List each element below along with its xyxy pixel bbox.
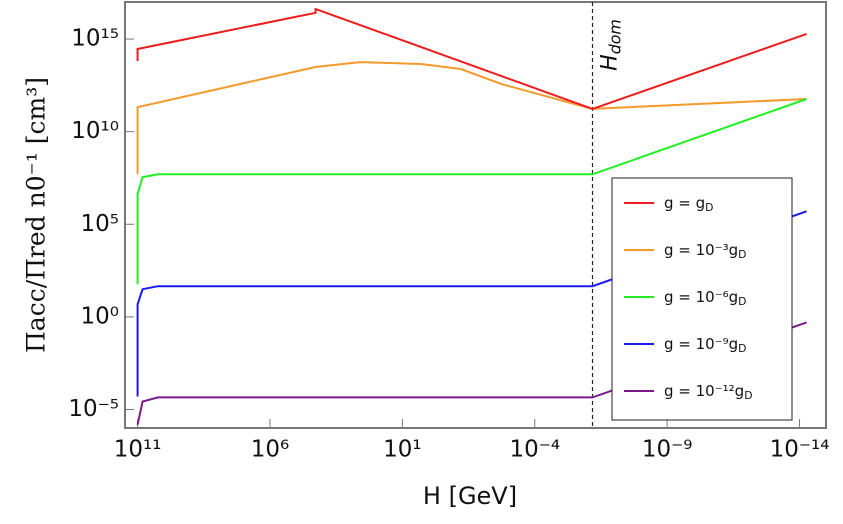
x-tick-label: 10¹ [383,437,422,463]
x-tick-label: 10¹¹ [114,437,162,463]
series-line [136,7,807,110]
series-line [136,61,807,175]
series-line [136,98,807,285]
x-axis-label: H [GeV] [423,482,517,510]
y-tick-label: 10⁰ [81,303,120,329]
legend-label: g = 10⁻³gD [664,241,747,262]
x-tick-label: 10⁻⁹ [642,437,693,463]
y-tick-label: 10¹⁵ [71,26,119,52]
y-axis-label: Πacc/Πred n0⁻¹ [cm³] [22,77,51,353]
y-tick-label: 10⁵ [81,211,120,237]
plot-frame [124,1,827,429]
legend-box [611,177,793,421]
annotation: Hdom [597,19,624,71]
x-tick-label: 10⁻⁴ [509,437,560,463]
legend-label: g = gD [664,194,713,215]
legend-label: g = 10⁻⁹gD [664,335,747,356]
x-tick-label: 10⁻¹⁴ [770,437,830,463]
legend-label: g = 10⁻¹²gD [664,382,753,403]
y-tick-label: 10¹⁰ [71,118,119,144]
legend-label: g = 10⁻⁶gD [664,288,747,309]
x-tick-label: 10⁶ [251,437,290,463]
y-tick-label: 10⁻⁵ [68,396,119,422]
